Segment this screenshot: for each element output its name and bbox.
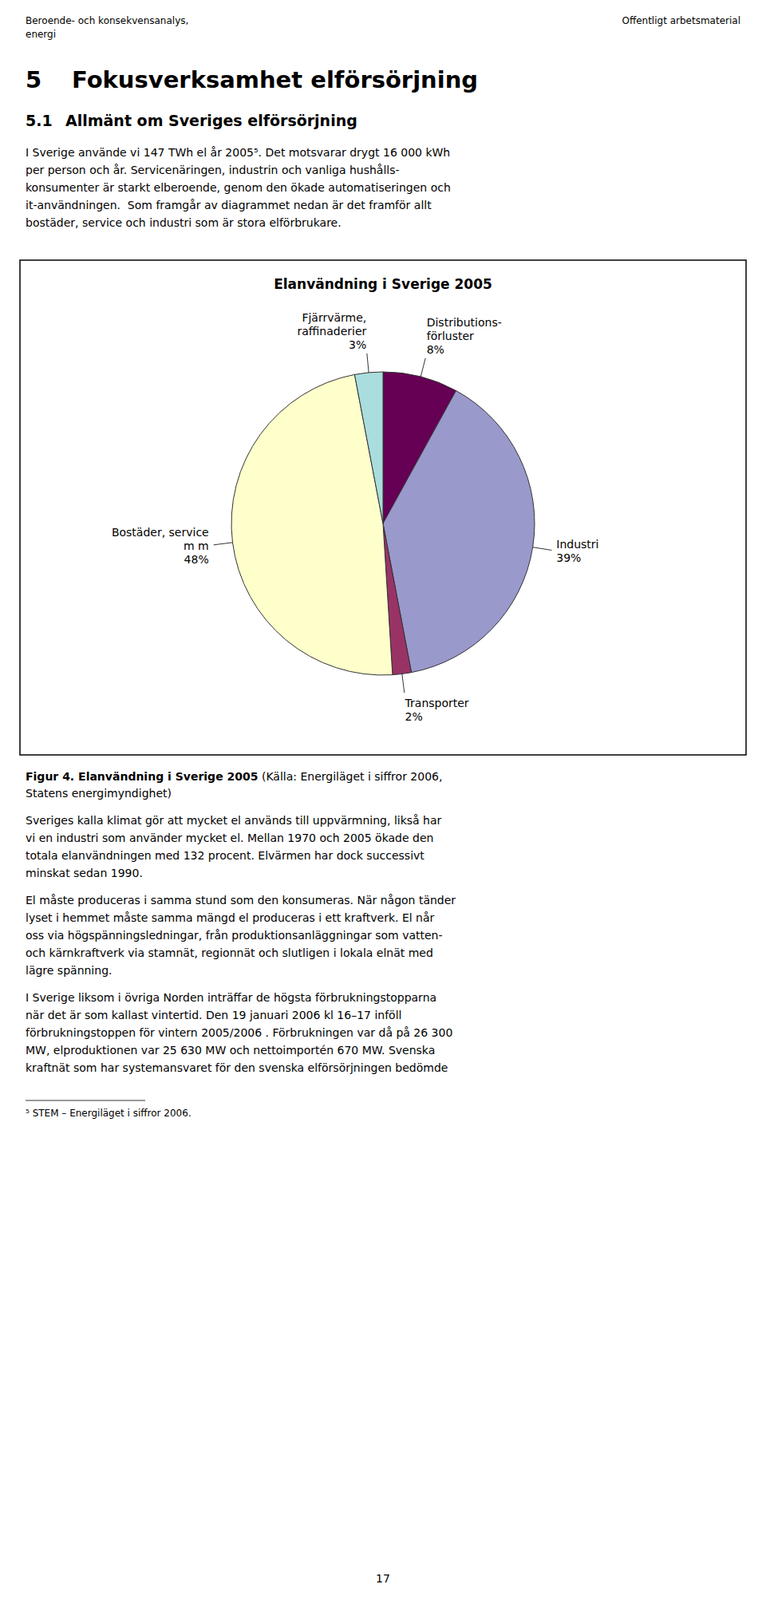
body-text: kraftnät som har systemansvaret för den … xyxy=(25,1061,448,1074)
caption-bold: Figur 4. Elanvändning i Sverige 2005 xyxy=(25,769,258,783)
body-text: Sveriges kalla klimat gör att mycket el … xyxy=(25,813,443,827)
chart-title: Elanvändning i Sverige 2005 xyxy=(273,276,493,293)
body-text: I Sverige använde vi 147 TWh el år 2005⁵… xyxy=(25,146,451,159)
leader-line xyxy=(402,674,405,694)
body-text: bostäder, service och industri som är st… xyxy=(25,216,342,230)
body-text: El måste produceras i samma stund som de… xyxy=(25,893,456,907)
data-label: 3% xyxy=(348,338,367,352)
chart-box xyxy=(19,260,747,755)
slice-label: Fjärrvärme,raffinaderier xyxy=(296,311,367,338)
body-text: och kärnkraftverk via stamnät, regionnät… xyxy=(25,946,434,960)
slice-label-line: förluster xyxy=(426,329,474,343)
pie xyxy=(231,371,535,676)
slice-label: Distributions-förluster xyxy=(426,315,502,343)
body-text: vi en industri som använder mycket el. M… xyxy=(25,831,434,845)
body-text: per person och år. Servicenäringen, indu… xyxy=(25,163,400,177)
body-text: minskat sedan 1990. xyxy=(25,866,143,880)
pie-slice xyxy=(383,390,535,673)
slice-label-line: Fjärrvärme, xyxy=(301,311,367,324)
body-text: när det är som kallast vintertid. Den 19… xyxy=(25,1008,402,1022)
header-right: Offentligt arbetsmaterial xyxy=(621,15,741,27)
body-text: totala elanvändningen med 132 procent. E… xyxy=(25,848,425,862)
caption-normal: (Källa: Energiläget i siffror 2006, xyxy=(257,769,443,783)
slice-label-line: raffinaderier xyxy=(296,324,367,338)
leader-line xyxy=(420,358,426,377)
slice-label: Industri xyxy=(556,537,599,551)
page: Beroende- och konsekvensanalys,energi Off… xyxy=(0,0,766,1600)
leader-line xyxy=(367,353,369,373)
slice-label: Bostäder, servicem m xyxy=(111,525,210,553)
body-text: lyset i hemmet måste samma mängd el prod… xyxy=(25,911,435,924)
body-text: lägre spänning. xyxy=(25,963,112,977)
chapter-title: Fokusverksamhet elförsörjning xyxy=(71,66,478,94)
data-label: 2% xyxy=(405,710,423,723)
body-text: I Sverige liksom i övriga Norden inträff… xyxy=(25,991,437,1004)
data-label: 8% xyxy=(426,343,445,356)
body-text: konsumenter är starkt elberoende, genom … xyxy=(25,181,451,194)
header-left: Beroende- och konsekvensanalys, xyxy=(25,15,189,27)
body-text: MW, elproduktionen var 25 630 MW och net… xyxy=(25,1043,435,1057)
footnote: ⁵ STEM – Energiläget i siffror 2006. xyxy=(25,1107,192,1119)
leader-line xyxy=(533,547,553,551)
footnote-rule xyxy=(25,1100,146,1102)
slice-label-line: Industri xyxy=(556,537,599,551)
slice-label-line: Distributions- xyxy=(426,315,502,329)
slice-label-line: Transporter xyxy=(404,696,470,710)
data-label: 39% xyxy=(556,551,581,565)
header-left: energi xyxy=(25,28,56,40)
slice-label-line: m m xyxy=(183,539,210,553)
body-text: it-användningen. Som framgår av diagramm… xyxy=(25,198,432,212)
section-title: Allmänt om Sveriges elförsörjning xyxy=(65,111,358,130)
page-number: 17 xyxy=(375,1571,391,1585)
figure-caption: Statens energimyndighet) xyxy=(25,786,172,800)
slice-label-line: Bostäder, service xyxy=(111,525,210,539)
body-text: oss via högspänningsledningar, från prod… xyxy=(25,928,443,942)
leader-line xyxy=(213,542,233,545)
chapter-number: 5 xyxy=(25,66,42,94)
body-text: förbrukningstoppen för vintern 2005/2006… xyxy=(25,1026,453,1039)
pie-slice xyxy=(354,371,383,524)
figure-caption: Figur 4. Elanvändning i Sverige 2005 (Kä… xyxy=(25,769,443,783)
slice-label: Transporter xyxy=(404,696,470,710)
section-number: 5.1 xyxy=(25,111,53,130)
data-label: 48% xyxy=(184,552,210,566)
